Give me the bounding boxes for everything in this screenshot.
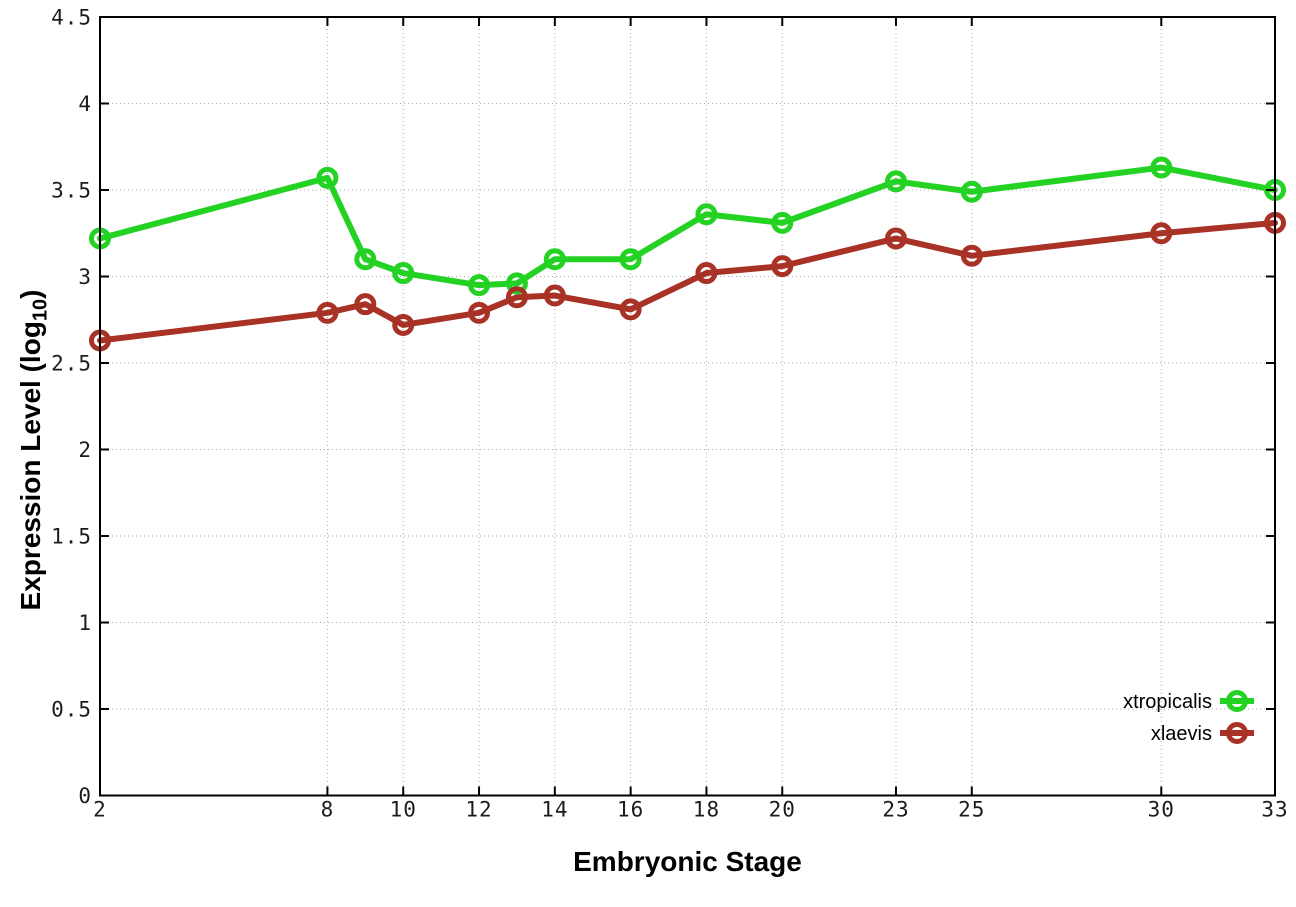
plot-border — [99, 16, 1276, 797]
data-point-xtropicalis-9 — [354, 248, 377, 271]
y-tick-label-3.5: 3.5 — [51, 179, 92, 203]
data-point-xtropicalis-16 — [619, 248, 642, 271]
data-point-xlaevis-14 — [543, 284, 566, 307]
x-tick-label-8: 8 — [321, 798, 335, 822]
y-tick-label-0.5: 0.5 — [51, 698, 92, 722]
y-tick-label-2.5: 2.5 — [51, 352, 92, 376]
data-point-xlaevis-12 — [468, 301, 491, 324]
x-tick-label-25: 25 — [958, 798, 985, 822]
y-axis-title-subscript: 10 — [29, 298, 52, 322]
x-tick-label-16: 16 — [617, 798, 644, 822]
y-axis-title: Expression Level (log10) — [15, 289, 52, 611]
x-tick-label-14: 14 — [541, 798, 568, 822]
y-axis-title-close: ) — [15, 289, 46, 299]
x-tick-label-30: 30 — [1148, 798, 1175, 822]
series-line-xlaevis — [97, 219, 1278, 344]
x-tick-label-2: 2 — [93, 798, 107, 822]
legend-marker-xlaevis — [1226, 722, 1248, 744]
y-tick-label-4.5: 4.5 — [51, 6, 92, 30]
y-tick-label-1.5: 1.5 — [51, 525, 92, 549]
y-tick-label-2: 2 — [78, 438, 92, 462]
x-tick-label-23: 23 — [882, 798, 909, 822]
y-tick-label-4: 4 — [78, 92, 92, 116]
data-point-xlaevis-20 — [771, 255, 794, 278]
data-point-xtropicalis-12 — [468, 274, 491, 297]
data-point-xlaevis-25 — [960, 244, 983, 267]
series-line-xtropicalis — [97, 164, 1278, 289]
data-point-xlaevis-23 — [884, 227, 907, 250]
data-point-xtropicalis-25 — [960, 180, 983, 203]
data-point-xlaevis-16 — [619, 298, 642, 321]
y-tick-label-3: 3 — [78, 265, 92, 289]
x-tick-label-18: 18 — [693, 798, 720, 822]
data-point-xlaevis-9 — [354, 293, 377, 316]
data-point-xlaevis-18 — [695, 262, 718, 285]
legend-marker-xtropicalis — [1226, 690, 1248, 712]
x-tick-label-33: 33 — [1261, 798, 1288, 822]
legend-label-xlaevis: xlaevis — [1151, 723, 1212, 745]
y-tick-label-0: 0 — [78, 784, 92, 808]
data-point-xtropicalis-8 — [316, 166, 339, 189]
x-axis-title: Embryonic Stage — [573, 846, 802, 877]
y-tick-label-1: 1 — [78, 611, 92, 635]
data-point-xtropicalis-30 — [1150, 156, 1173, 179]
data-point-xlaevis-30 — [1150, 222, 1173, 245]
x-tick-label-20: 20 — [769, 798, 796, 822]
data-point-xtropicalis-10 — [392, 262, 415, 285]
data-point-xlaevis-10 — [392, 313, 415, 336]
data-point-xlaevis-13 — [505, 286, 528, 309]
legend-label-xtropicalis: xtropicalis — [1123, 691, 1212, 713]
data-point-xtropicalis-13 — [505, 272, 528, 295]
data-point-xlaevis-8 — [316, 301, 339, 324]
y-axis-title-main: Expression Level (log — [15, 321, 46, 611]
data-point-xtropicalis-23 — [884, 170, 907, 193]
data-point-xtropicalis-14 — [543, 248, 566, 271]
x-tick-label-10: 10 — [390, 798, 417, 822]
data-point-xtropicalis-18 — [695, 203, 718, 226]
data-point-xtropicalis-20 — [771, 211, 794, 234]
x-tick-label-12: 12 — [465, 798, 492, 822]
